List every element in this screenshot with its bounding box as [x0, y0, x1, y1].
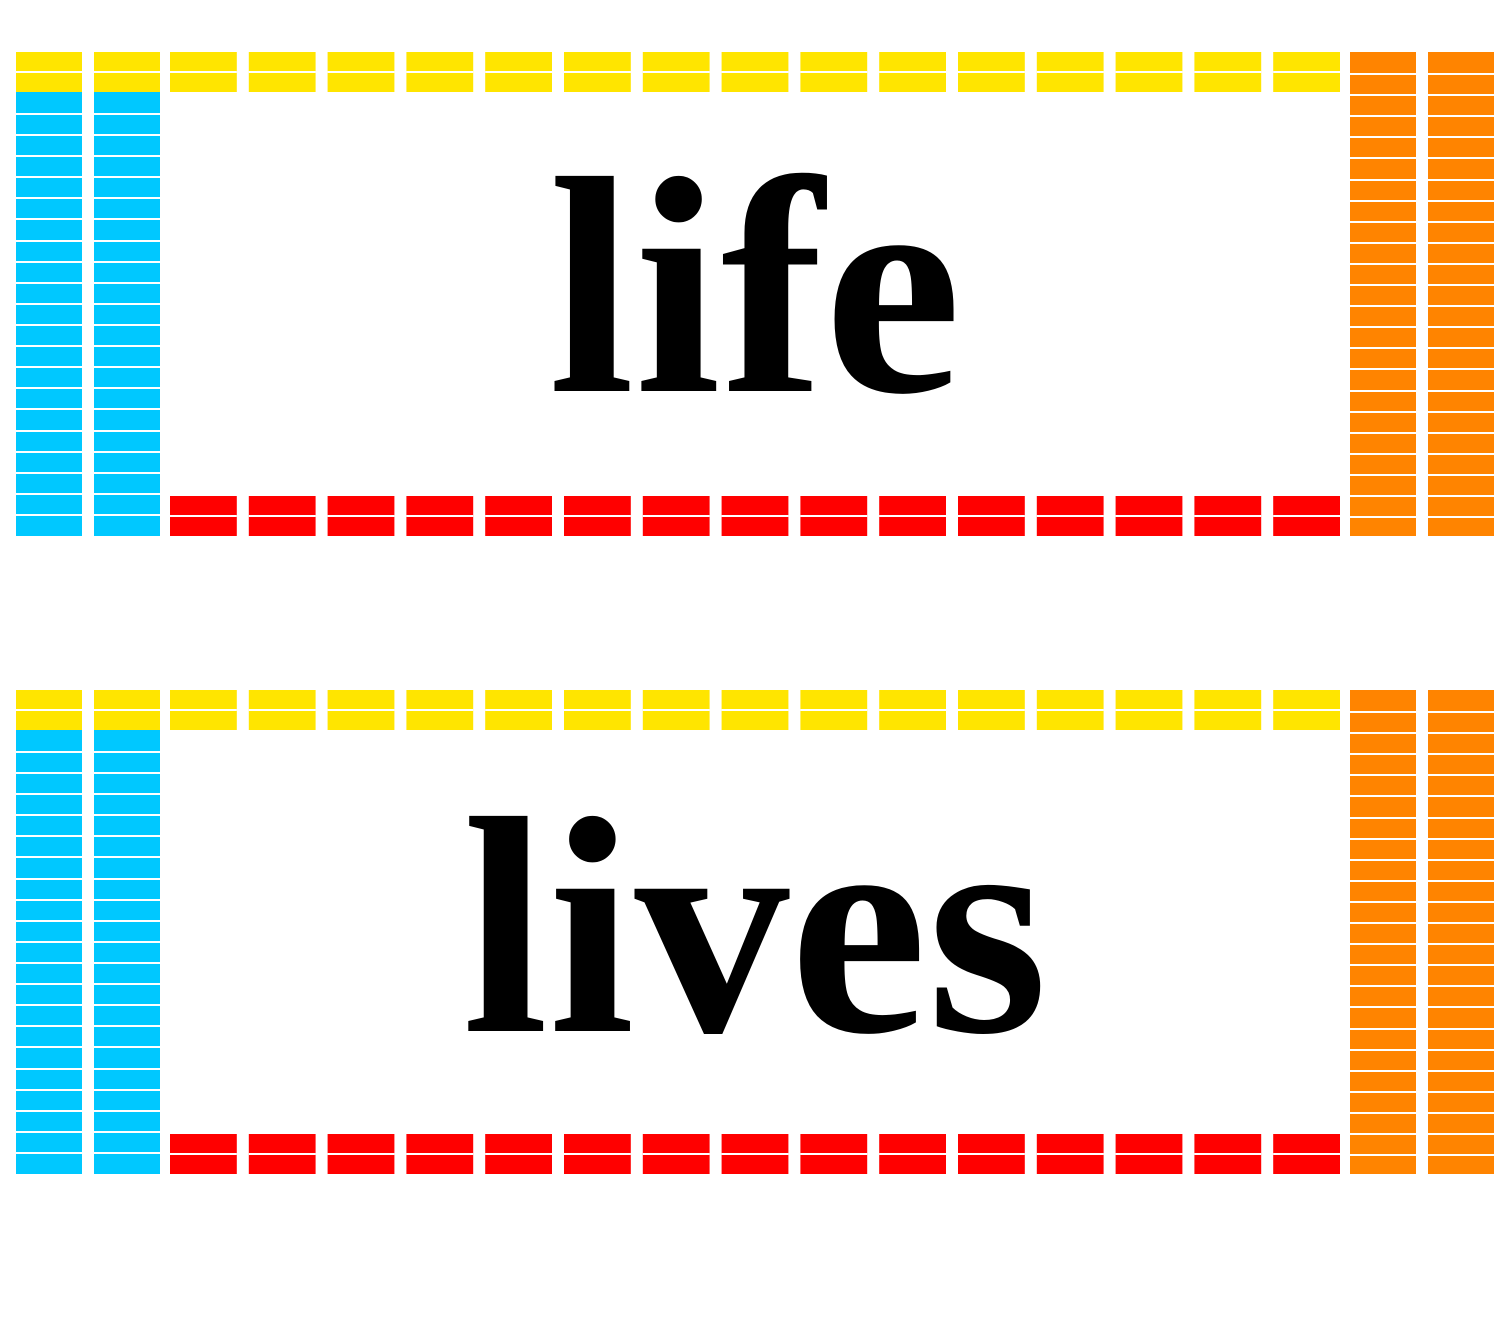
card-word: lives: [462, 756, 1048, 1099]
word-card-2: lives: [16, 690, 1494, 1174]
right-border-column: [1428, 690, 1494, 1174]
card-border: [16, 52, 1494, 536]
right-border-column: [1428, 52, 1494, 536]
card-border: [16, 690, 1494, 1174]
word-card-1: life: [16, 52, 1494, 536]
left-border-column: [16, 730, 82, 1174]
right-border-column: [1350, 690, 1416, 1174]
left-border-column: [94, 730, 160, 1174]
right-border-column: [1350, 52, 1416, 536]
left-border-column: [94, 92, 160, 536]
card-word: life: [548, 116, 962, 459]
left-border-column: [16, 92, 82, 536]
